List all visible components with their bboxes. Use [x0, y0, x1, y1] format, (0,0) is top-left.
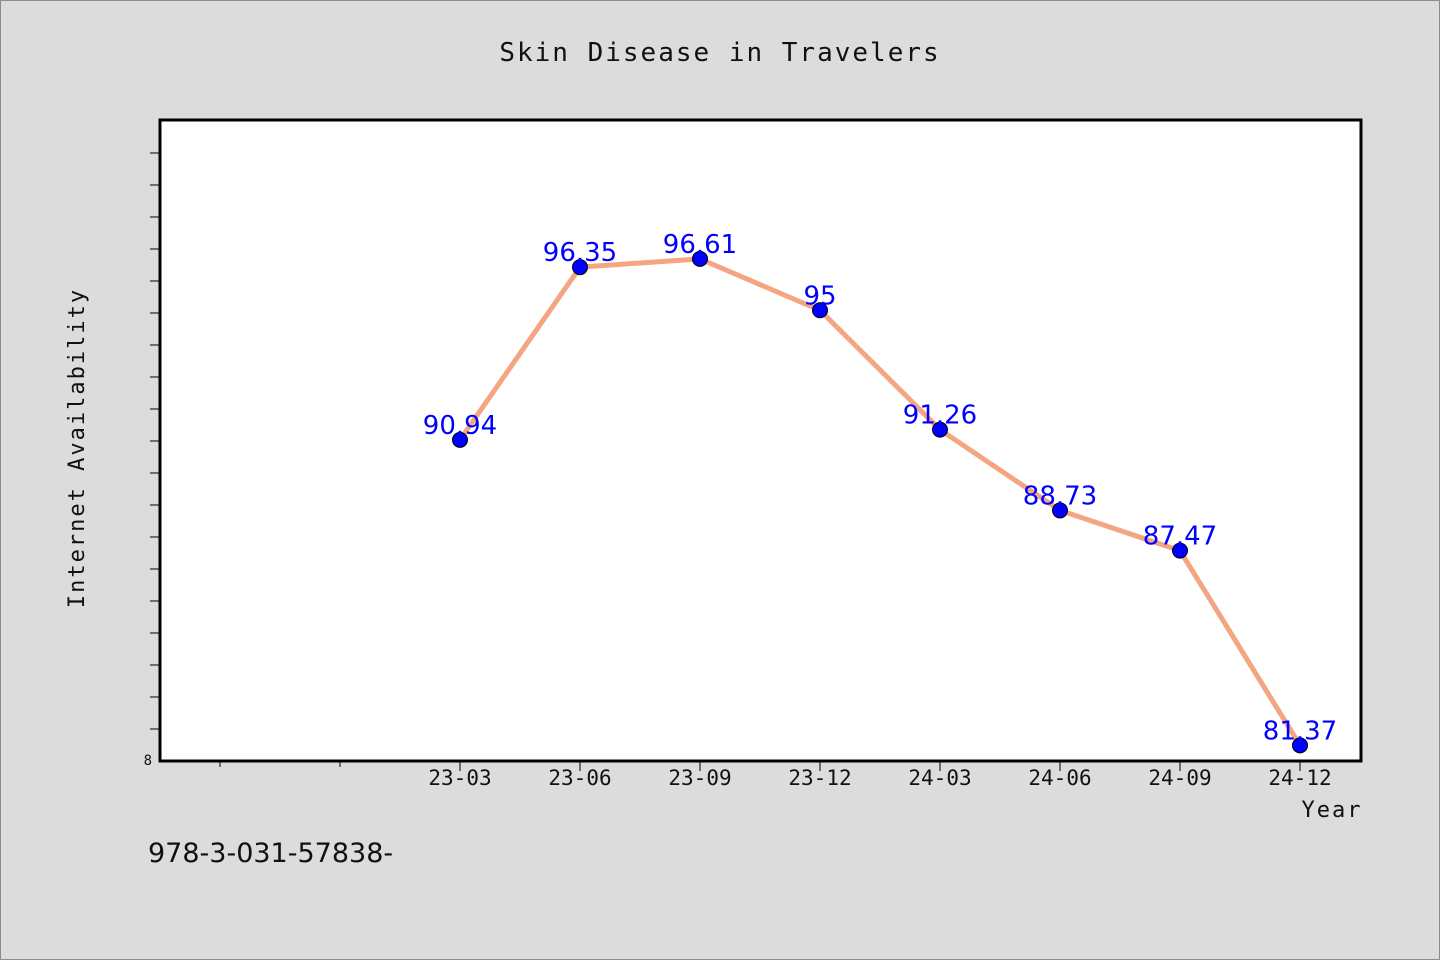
data-label: 88.73 [1023, 481, 1097, 511]
data-point [572, 259, 588, 276]
series-layer [452, 250, 1308, 754]
data-label: 81.37 [1263, 716, 1337, 746]
data-point [1052, 502, 1068, 519]
x-tick-label: 24-09 [1148, 766, 1211, 790]
data-label: 90.94 [423, 411, 497, 441]
data-point [692, 250, 708, 267]
x-axis-label: Year [1302, 798, 1363, 823]
data-point [452, 431, 468, 448]
data-label: 95 [803, 281, 836, 311]
y-axis-ticks: 8 [144, 152, 160, 769]
x-tick-label: 24-03 [908, 766, 971, 790]
x-tick-label: 23-12 [788, 766, 851, 790]
y-axis-label: Internet Availability [65, 288, 90, 608]
data-label: 91.26 [903, 401, 977, 431]
data-label: 96.61 [663, 230, 737, 260]
x-tick-label: 23-03 [428, 766, 491, 790]
data-labels-layer: 90.94 96.35 96.61 95 91.26 88.73 87.47 81.37 [423, 230, 1337, 746]
footnote: 978-3-031-57838- [148, 838, 393, 869]
data-label: 96.35 [543, 238, 617, 268]
plot-area [158, 118, 1363, 763]
data-point [1172, 542, 1188, 559]
data-point [932, 421, 948, 438]
x-tick-label: 24-06 [1028, 766, 1091, 790]
data-point [812, 302, 828, 319]
data-label: 87.47 [1143, 522, 1217, 552]
x-tick-label: 23-06 [548, 766, 611, 790]
data-point [1292, 737, 1308, 754]
y-tick-label: 8 [144, 753, 152, 769]
x-tick-label: 24-12 [1268, 766, 1331, 790]
x-tick-label: 23-09 [668, 766, 731, 790]
chart-title: Skin Disease in Travelers [499, 38, 940, 68]
x-axis-ticks: 23-03 23-06 23-09 23-12 24-03 24-06 24-09 24-12 [219, 761, 1332, 790]
series-line [457, 256, 1303, 748]
